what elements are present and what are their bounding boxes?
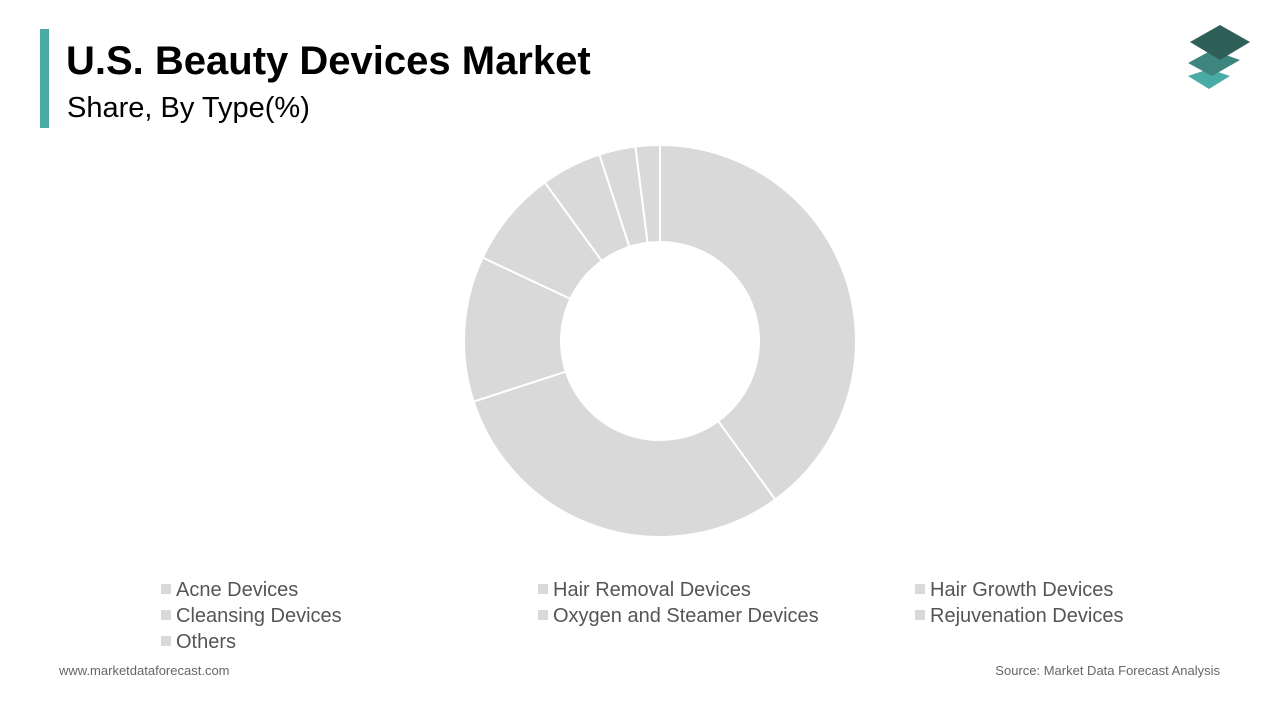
website: www.marketdataforecast.com — [58, 663, 230, 678]
chart-title: U.S. Beauty Devices Market — [66, 39, 591, 83]
donut-slice — [472, 370, 777, 538]
chart-subtitle: Share, By Type(%) — [67, 92, 310, 124]
legend-label: Cleansing Devices — [176, 605, 342, 627]
legend-marker — [161, 610, 171, 620]
legend-label: Acne Devices — [176, 579, 298, 601]
legend-label: Oxygen and Steamer Devices — [553, 605, 819, 627]
source: Source: Market Data Forecast Analysis — [995, 663, 1220, 678]
legend-marker — [161, 636, 171, 646]
legend-marker — [915, 584, 925, 594]
legend-label: Hair Removal Devices — [553, 579, 751, 601]
donut-slice — [634, 143, 661, 244]
legend-marker — [161, 584, 171, 594]
legend-marker — [538, 610, 548, 620]
legend-label: Others — [176, 631, 236, 653]
legend-label: Hair Growth Devices — [930, 579, 1113, 601]
legend-label: Rejuvenation Devices — [930, 605, 1123, 627]
logo — [1188, 25, 1250, 89]
donut-slice — [659, 143, 857, 501]
legend-marker — [538, 584, 548, 594]
legend-marker — [915, 610, 925, 620]
title-accent — [40, 29, 49, 128]
